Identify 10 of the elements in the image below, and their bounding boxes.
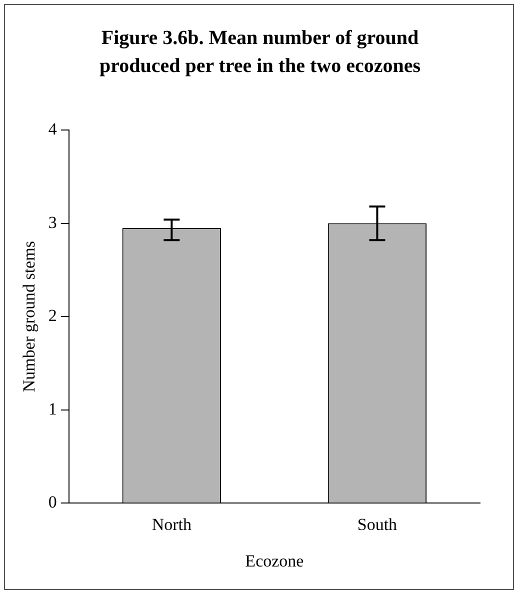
y-axis-title: Number ground stems [20, 241, 39, 392]
y-tick-label: 3 [48, 212, 57, 232]
y-tick-label: 0 [48, 492, 57, 512]
chart-title: Figure 3.6b. Mean number of ground produced per tree in the two ecozones [98, 26, 422, 79]
y-tick-label: 1 [48, 399, 57, 418]
x-tick-label: North [152, 514, 192, 534]
y-tick-label: 4 [48, 119, 58, 138]
y-tick-label: 2 [48, 306, 57, 326]
x-tick-label: South [357, 514, 398, 534]
x-axis-title: Ecozone [245, 551, 304, 570]
